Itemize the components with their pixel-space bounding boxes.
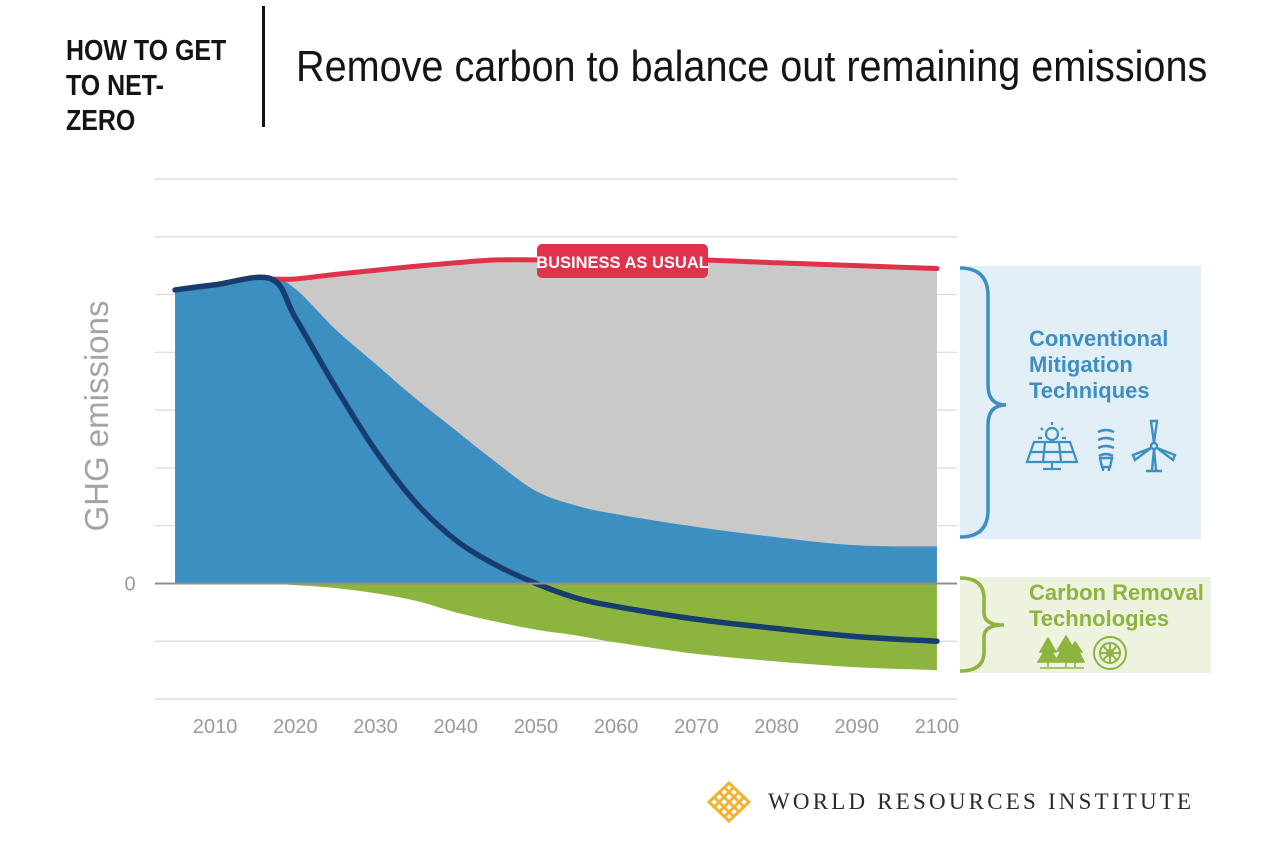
organization-name: WORLD RESOURCES INSTITUTE: [768, 789, 1195, 814]
x-tick-label: 2030: [353, 716, 398, 738]
header-kicker: HOW TO GET TO NET-ZERO: [66, 34, 229, 139]
net-emissions-line: [172, 274, 940, 644]
business-as-usual-label: BUSINESS AS USUAL: [536, 244, 709, 278]
gap-to-business-as-usual-area: [175, 259, 937, 547]
chart-axes: 2010 2020 2030 2040 2050 2060 2070 2080 2090 2100…: [124, 573, 959, 738]
light-bulb-icon: [1097, 428, 1115, 471]
mitigation-label-line-2: Mitigation: [1029, 352, 1133, 377]
carbon-removal-area: [175, 583, 937, 671]
header-kicker-line-1: HOW TO GET: [66, 35, 227, 67]
y-axis-label: GHG emissions: [78, 300, 115, 531]
carbon-capture-fan-icon: [1093, 636, 1127, 670]
wind-turbine-icon: [1131, 419, 1177, 473]
removal-label-line-1: Carbon Removal: [1029, 580, 1204, 605]
removal-label: Carbon Removal Technologies: [1029, 580, 1210, 631]
conventional-mitigation-area: [175, 278, 937, 584]
business-as-usual-text: BUSINESS AS USUAL: [536, 254, 709, 272]
x-tick-label: 2040: [434, 716, 479, 738]
mitigation-callout: Conventional Mitigation Techniques: [959, 266, 1201, 539]
page-title: Remove carbon to balance out remaining e…: [296, 42, 1208, 91]
wri-logo: WORLD RESOURCES INSTITUTE: [706, 780, 1226, 824]
header-kicker-line-2: TO NET-ZERO: [66, 70, 164, 137]
chart-lines: [172, 257, 940, 644]
x-tick-label: 2100: [915, 716, 960, 738]
removal-brace: [959, 576, 1005, 673]
header-divider: [262, 6, 265, 127]
x-tick-label: 2080: [754, 716, 799, 738]
mitigation-panel: [960, 266, 1201, 539]
x-tick-label: 2010: [193, 716, 238, 738]
x-tick-label: 2020: [273, 716, 318, 738]
business-as-usual-pill: [537, 244, 708, 278]
x-tick-label: 2050: [514, 716, 559, 738]
wri-logo-mark: [706, 780, 752, 824]
x-tick-label: 2060: [594, 716, 639, 738]
mitigation-brace: [959, 266, 1007, 539]
business-as-usual-line: [268, 257, 940, 282]
removal-callout: Carbon Removal Technologies: [959, 576, 1211, 673]
y-tick-label: 0: [124, 573, 135, 595]
mitigation-label-line-3: Techniques: [1029, 378, 1150, 403]
trees-icon: [1036, 634, 1086, 669]
chart-areas: [175, 259, 937, 671]
mitigation-label: Conventional Mitigation Techniques: [1029, 326, 1174, 403]
removal-label-line-2: Technologies: [1029, 606, 1169, 631]
x-tick-label: 2070: [674, 716, 719, 738]
mitigation-label-line-1: Conventional: [1029, 326, 1168, 351]
solar-panel-icon: [1025, 422, 1079, 471]
x-tick-label: 2090: [835, 716, 880, 738]
